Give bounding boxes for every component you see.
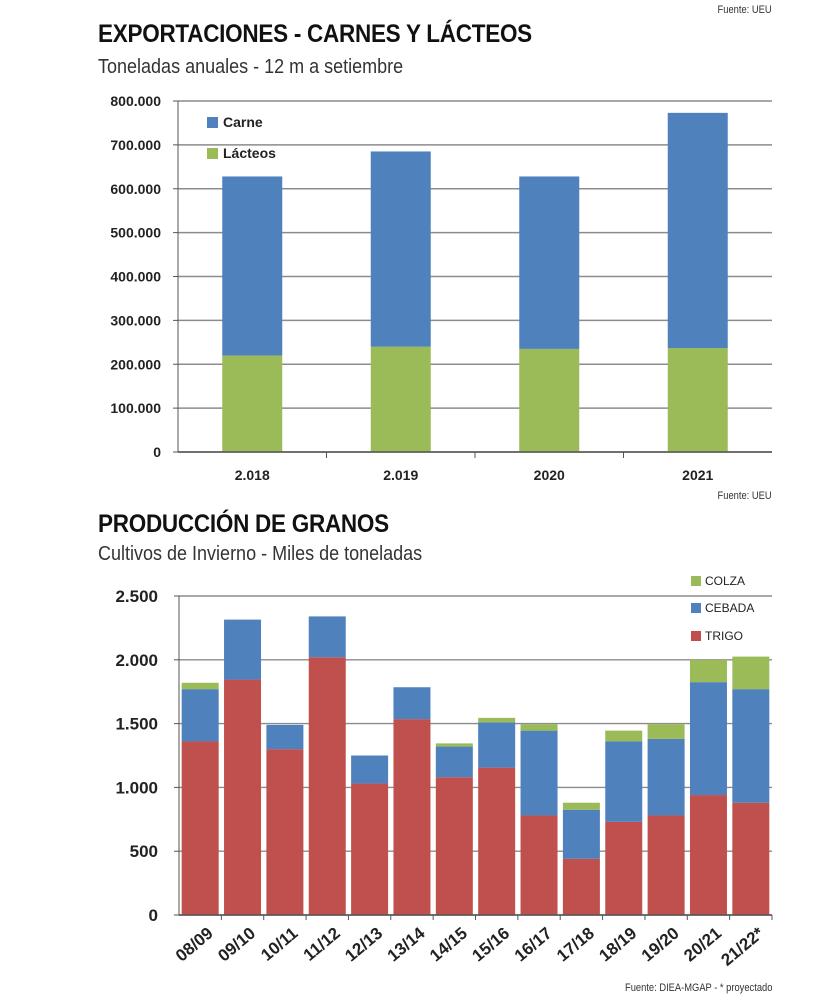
bar-cebada xyxy=(478,722,516,768)
y-tick-label: 500.000 xyxy=(110,225,161,241)
bar-cebada xyxy=(689,682,727,796)
bar-colza xyxy=(605,730,643,742)
legend-colza-label: COLZA xyxy=(705,574,745,588)
x-tick-label: 09/10 xyxy=(214,924,259,966)
bar-lacteos xyxy=(667,348,728,452)
legend-label-lacteos: Lácteos xyxy=(223,145,276,161)
bar-cebada xyxy=(732,689,770,803)
y-tick-label: 400.000 xyxy=(110,269,161,285)
bar-cebada xyxy=(562,809,600,859)
x-tick-label: 2021 xyxy=(682,467,713,483)
bar-lacteos xyxy=(222,355,283,452)
bar-carne xyxy=(519,176,580,349)
bar-trigo xyxy=(562,858,600,915)
bar-trigo xyxy=(181,741,219,915)
y-tick-label: 700.000 xyxy=(110,137,161,153)
chart1-subtitle: Toneladas anuales - 12 m a setiembre xyxy=(98,56,404,78)
bar-carne xyxy=(222,176,283,356)
x-tick-label: 2.019 xyxy=(383,467,418,483)
bar-trigo xyxy=(647,815,685,915)
x-tick-label: 15/16 xyxy=(468,924,513,966)
y-tick-label: 1.000 xyxy=(115,778,158,797)
chart2-title: PRODUCCIÓN DE GRANOS xyxy=(98,510,389,538)
bar-trigo xyxy=(520,815,558,915)
bar-cebada xyxy=(393,687,431,720)
x-tick-label: 10/11 xyxy=(257,924,301,965)
x-tick-label: 17/18 xyxy=(553,924,598,966)
bar-cebada xyxy=(647,738,685,816)
bar-cebada xyxy=(351,755,389,784)
y-tick-label: 1.500 xyxy=(115,715,158,734)
y-tick-label: 2.000 xyxy=(115,651,158,670)
chart2-subtitle: Cultivos de Invierno - Miles de tonelada… xyxy=(98,543,423,565)
bar-cebada xyxy=(520,730,558,816)
bar-cebada xyxy=(308,616,346,658)
bar-cebada xyxy=(266,724,304,750)
y-tick-label: 200.000 xyxy=(110,356,161,372)
y-tick-label: 2.500 xyxy=(115,587,158,606)
bar-trigo xyxy=(478,767,516,915)
bar-colza xyxy=(181,682,219,690)
y-tick-label: 100.000 xyxy=(110,400,161,416)
source-note-top: Fuente: UEU xyxy=(717,4,772,16)
y-tick-label: 500 xyxy=(130,842,158,861)
bar-colza xyxy=(562,802,600,810)
bar-trigo xyxy=(351,783,389,915)
bar-trigo xyxy=(435,777,473,915)
bar-cebada xyxy=(224,619,262,680)
bar-lacteos xyxy=(519,348,580,452)
chart1-title: EXPORTACIONES - CARNES Y LÁCTEOS xyxy=(98,20,532,48)
bar-trigo xyxy=(266,749,304,915)
y-tick-label: 300.000 xyxy=(110,312,161,328)
y-tick-label: 800.000 xyxy=(110,93,161,109)
x-tick-label: 20/21 xyxy=(680,924,725,966)
x-tick-label: 11/12 xyxy=(300,924,344,965)
x-tick-label: 14/15 xyxy=(426,924,471,966)
bar-trigo xyxy=(732,802,770,915)
y-tick-label: 0 xyxy=(149,906,158,925)
bar-lacteos xyxy=(370,346,431,452)
bar-trigo xyxy=(689,795,727,915)
x-tick-label: 2.018 xyxy=(235,467,270,483)
source-note-bottom: Fuente: DIEA-MGAP - * proyectado xyxy=(624,982,772,994)
legend-swatch-lacteos xyxy=(207,148,218,159)
bar-colza xyxy=(647,724,685,739)
bar-colza xyxy=(478,717,516,723)
bar-colza xyxy=(435,743,473,747)
y-tick-label: 600.000 xyxy=(110,181,161,197)
x-tick-label: 12/13 xyxy=(341,924,386,966)
x-tick-label: 13/14 xyxy=(384,923,429,965)
chart1-exportaciones: 0 100.000 200.000 300.000 400.000 500.000 600.… xyxy=(110,93,772,483)
legend-swatch-carne xyxy=(207,117,218,128)
bar-trigo xyxy=(393,719,431,915)
legend-trigo-swatch xyxy=(691,631,701,641)
y-tick-label: 0 xyxy=(153,444,161,460)
legend-cebada-swatch xyxy=(691,603,701,613)
bar-trigo xyxy=(605,821,643,915)
bar-colza xyxy=(732,656,770,690)
legend-trigo-label: TRIGO xyxy=(705,629,743,643)
legend-colza-swatch xyxy=(691,576,701,586)
legend-label-carne: Carne xyxy=(223,114,263,130)
bar-trigo xyxy=(224,679,262,915)
source-note-middle: Fuente: UEU xyxy=(717,490,772,502)
x-tick-label: 16/17 xyxy=(511,924,556,966)
bar-carne xyxy=(370,151,431,347)
x-tick-label: 19/20 xyxy=(638,924,683,966)
x-tick-label: 2020 xyxy=(534,467,565,483)
bar-colza xyxy=(520,724,558,731)
legend-cebada-label: CEBADA xyxy=(705,601,754,615)
bar-cebada xyxy=(605,741,643,822)
x-tick-label: 21/22* xyxy=(718,923,768,969)
bar-cebada xyxy=(435,746,473,778)
bar-colza xyxy=(689,659,727,683)
bar-carne xyxy=(667,112,728,349)
bar-trigo xyxy=(308,657,346,915)
x-tick-label: 18/19 xyxy=(596,924,641,966)
x-tick-label: 08/09 xyxy=(172,924,217,966)
bar-cebada xyxy=(181,689,219,742)
